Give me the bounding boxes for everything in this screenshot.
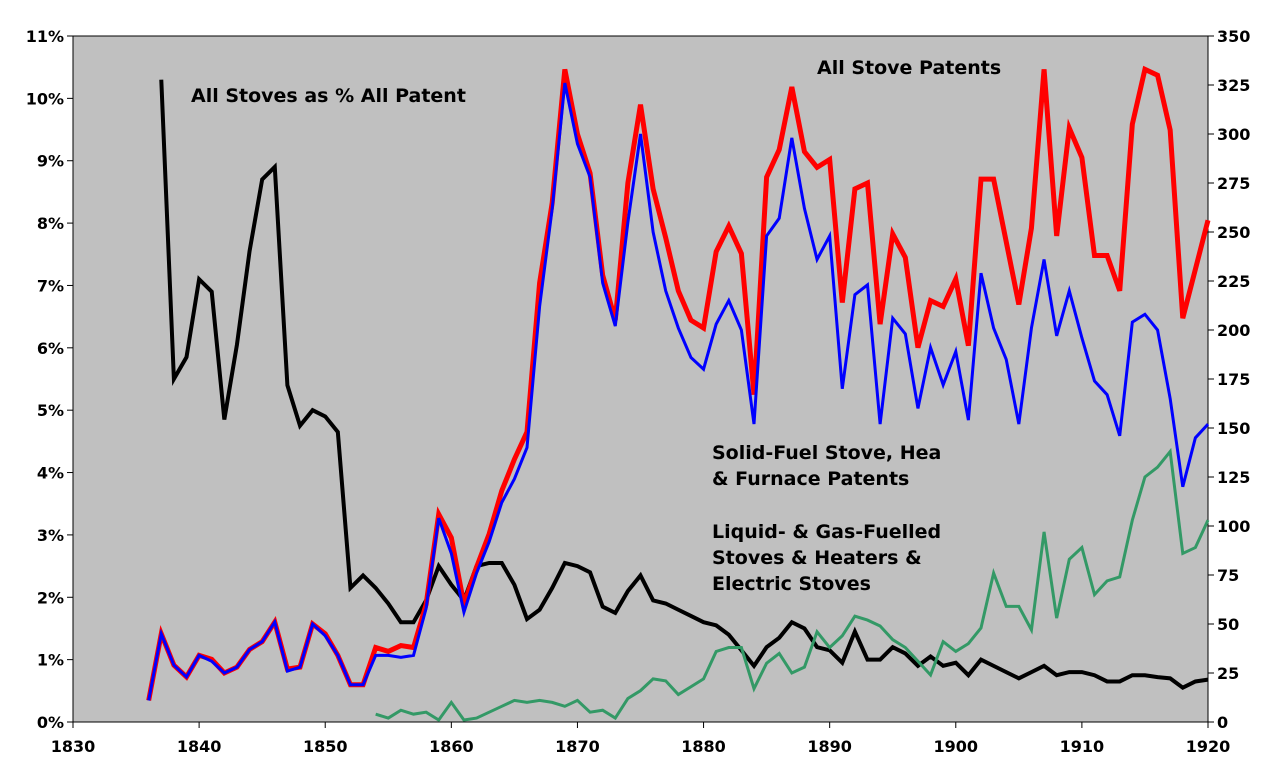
right-tick-label: 0 xyxy=(1217,713,1228,732)
x-tick-label: 1890 xyxy=(807,737,852,756)
right-tick-label: 325 xyxy=(1217,76,1250,95)
left-tick-label: 11% xyxy=(26,27,64,46)
x-tick-label: 1880 xyxy=(681,737,726,756)
right-y-axis: 0 25 50 75 100 125 150 175 200 225 250 275 300 325 350 xyxy=(1208,27,1250,732)
left-tick-label: 8% xyxy=(37,214,64,233)
right-tick-label: 300 xyxy=(1217,125,1250,144)
right-tick-label: 200 xyxy=(1217,321,1250,340)
right-tick-label: 225 xyxy=(1217,272,1250,291)
left-tick-label: 2% xyxy=(37,588,64,607)
x-tick-label: 1850 xyxy=(303,737,348,756)
right-tick-label: 175 xyxy=(1217,370,1250,389)
right-tick-label: 25 xyxy=(1217,664,1239,683)
right-tick-label: 350 xyxy=(1217,27,1250,46)
x-tick-label: 1830 xyxy=(51,737,96,756)
left-tick-label: 10% xyxy=(26,89,64,108)
left-tick-label: 5% xyxy=(37,401,64,420)
left-tick-label: 4% xyxy=(37,464,64,483)
right-tick-label: 50 xyxy=(1217,615,1239,634)
solid-fuel-patents-line xyxy=(147,82,1210,701)
x-tick-label: 1840 xyxy=(177,737,222,756)
annotation-liquid-line: Stoves & Heaters & xyxy=(712,547,922,569)
right-tick-label: 150 xyxy=(1217,419,1250,438)
pct-all-patents-line xyxy=(159,79,1209,691)
series-layer xyxy=(146,65,1211,723)
left-tick-label: 9% xyxy=(37,152,64,171)
x-tick-label: 1860 xyxy=(429,737,474,756)
annotation-solid-line: Solid-Fuel Stove, Hea xyxy=(712,442,941,464)
right-tick-label: 75 xyxy=(1217,566,1239,585)
x-tick-label: 1910 xyxy=(1060,737,1105,756)
left-tick-label: 1% xyxy=(37,651,64,670)
left-tick-label: 6% xyxy=(37,339,64,358)
x-tick-label: 1870 xyxy=(555,737,600,756)
left-tick-label: 3% xyxy=(37,526,64,545)
annotation-layer: All Stoves as % All Patent All Stove Pate… xyxy=(191,57,1001,595)
x-tick-label: 1900 xyxy=(934,737,979,756)
left-y-axis: 0% 1% 2% 3% 4% 5% 6% 7% 8% 9% 10% 11% xyxy=(26,27,73,732)
liquid-gas-electric-line xyxy=(375,447,1210,723)
right-tick-label: 275 xyxy=(1217,174,1250,193)
left-tick-label: 0% xyxy=(37,713,64,732)
annotation-liquid-line: Liquid- & Gas-Fuelled xyxy=(712,521,941,543)
annotation-pct-line: All Stoves as % All Patent xyxy=(191,85,466,107)
annotation-liquid-line: Electric Stoves xyxy=(712,573,871,595)
x-tick-label: 1920 xyxy=(1186,737,1231,756)
right-tick-label: 125 xyxy=(1217,468,1250,487)
right-tick-label: 100 xyxy=(1217,517,1250,536)
right-tick-label: 250 xyxy=(1217,223,1250,242)
annotation-all-line: All Stove Patents xyxy=(817,57,1001,79)
left-tick-label: 7% xyxy=(37,276,64,295)
annotation-solid-line: & Furnace Patents xyxy=(712,468,909,490)
x-axis: 1830 1840 1850 1860 1870 1880 1890 1900 1910 1920 xyxy=(51,722,1231,756)
